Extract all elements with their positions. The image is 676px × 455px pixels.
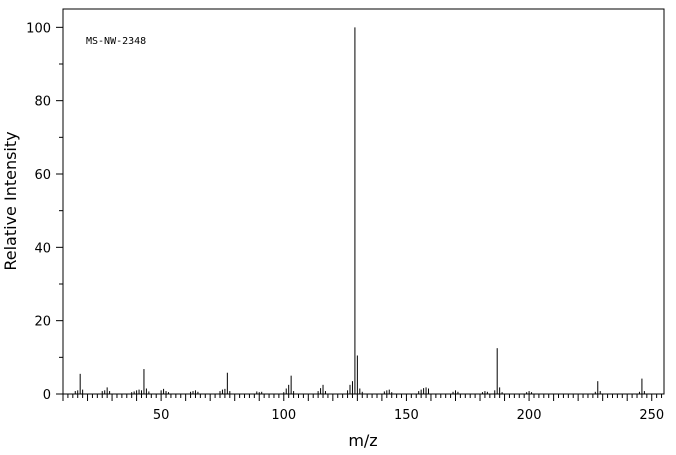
x-minor-ticks xyxy=(67,394,663,398)
y-ticks: 0 20 40 60 80 100 xyxy=(26,21,63,403)
peaks-group xyxy=(74,27,645,394)
x-tick-label: 150 xyxy=(394,408,419,423)
x-axis-title: m/z xyxy=(348,431,377,450)
plot-frame xyxy=(62,8,665,395)
x-tick-label: 100 xyxy=(271,408,296,423)
sample-id-label: MS-NW-2348 xyxy=(86,36,146,47)
y-tick-label: 60 xyxy=(34,168,51,183)
y-tick-label: 100 xyxy=(26,21,51,36)
y-tick-label: 0 xyxy=(43,388,51,403)
x-tick-label: 200 xyxy=(517,408,542,423)
y-tick-label: 40 xyxy=(34,241,51,256)
y-tick-label: 20 xyxy=(34,315,51,330)
y-axis-title: Relative Intensity xyxy=(1,131,20,270)
x-major-ticks: 50 100 150 200 250 xyxy=(62,394,664,423)
x-tick-label: 250 xyxy=(639,408,664,423)
y-tick-label: 80 xyxy=(34,95,51,110)
x-tick-label: 50 xyxy=(153,408,170,423)
